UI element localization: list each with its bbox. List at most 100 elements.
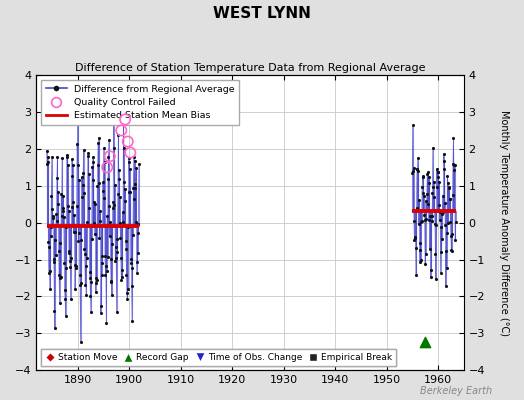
Point (434, 169, 443, 176)
Point (109, 199, 117, 206)
Point (411, 235, 419, 241)
Point (65, 248, 73, 254)
Point (46, 232, 54, 239)
Point (78, 174, 86, 180)
Point (413, 166, 421, 172)
Point (53, 200, 62, 207)
Point (439, 209, 447, 215)
Point (56, 240, 64, 246)
Point (47, 193, 56, 199)
Point (60, 214, 68, 220)
Point (427, 274, 435, 280)
Point (52, 218, 61, 224)
Point (445, 185, 453, 191)
Point (78, 194, 86, 201)
Point (56, 274, 64, 281)
Point (99, 252, 107, 259)
Point (89, 176, 97, 183)
Point (126, 188, 135, 195)
Point (75, 272, 84, 278)
Point (451, 219, 460, 225)
Point (447, 248, 456, 254)
Point (116, 220, 124, 226)
Point (45, 270, 53, 276)
Point (113, 236, 122, 242)
Point (127, 283, 136, 289)
Point (440, 151, 448, 157)
Point (447, 247, 455, 253)
Point (432, 165, 441, 172)
Point (71, 286, 79, 292)
Point (103, 254, 112, 260)
Point (441, 200, 449, 206)
Point (66, 258, 74, 264)
Point (90, 220, 98, 226)
Point (79, 147, 88, 154)
Point (417, 257, 425, 263)
Point (449, 161, 457, 168)
Point (134, 220, 143, 227)
Point (104, 154, 113, 160)
Point (438, 236, 446, 242)
Point (79, 170, 88, 176)
Point (58, 212, 66, 219)
Point (433, 184, 441, 191)
Point (422, 216, 431, 222)
Point (414, 168, 422, 174)
Point (428, 190, 436, 196)
Point (111, 182, 119, 188)
Point (435, 179, 443, 186)
Point (77, 280, 85, 286)
Point (117, 277, 126, 284)
Point (113, 309, 121, 316)
Point (111, 258, 119, 264)
Point (70, 229, 78, 236)
Point (108, 240, 116, 247)
Point (125, 189, 134, 195)
Point (420, 192, 428, 199)
Point (101, 253, 109, 259)
Point (84, 153, 92, 159)
Point (128, 318, 136, 324)
Point (118, 209, 127, 215)
Point (444, 179, 452, 186)
Point (115, 167, 123, 173)
Point (98, 260, 106, 266)
Point (413, 155, 422, 161)
Text: WEST LYNN: WEST LYNN (213, 6, 311, 21)
Point (122, 238, 130, 245)
Point (91, 231, 99, 237)
Point (123, 290, 131, 296)
Point (59, 205, 67, 211)
Point (418, 184, 427, 190)
Point (420, 216, 429, 223)
Point (70, 229, 79, 235)
Point (57, 191, 66, 198)
Point (129, 154, 138, 160)
Point (117, 255, 125, 262)
Point (62, 224, 71, 230)
Point (43, 160, 51, 167)
Point (444, 184, 453, 191)
Point (432, 222, 441, 228)
Point (416, 247, 424, 254)
Point (102, 320, 111, 326)
Point (95, 234, 104, 241)
Point (73, 141, 81, 148)
Point (423, 191, 431, 198)
Point (445, 196, 454, 202)
Point (443, 172, 452, 179)
Point (105, 202, 114, 209)
Point (84, 150, 92, 156)
Point (411, 234, 419, 240)
Point (132, 219, 140, 226)
Point (440, 158, 448, 164)
Point (49, 213, 57, 219)
Point (71, 262, 80, 268)
Point (48, 154, 56, 161)
Point (130, 181, 139, 188)
Point (59, 193, 68, 200)
Point (446, 218, 455, 225)
Point (58, 155, 67, 162)
Point (44, 238, 52, 245)
